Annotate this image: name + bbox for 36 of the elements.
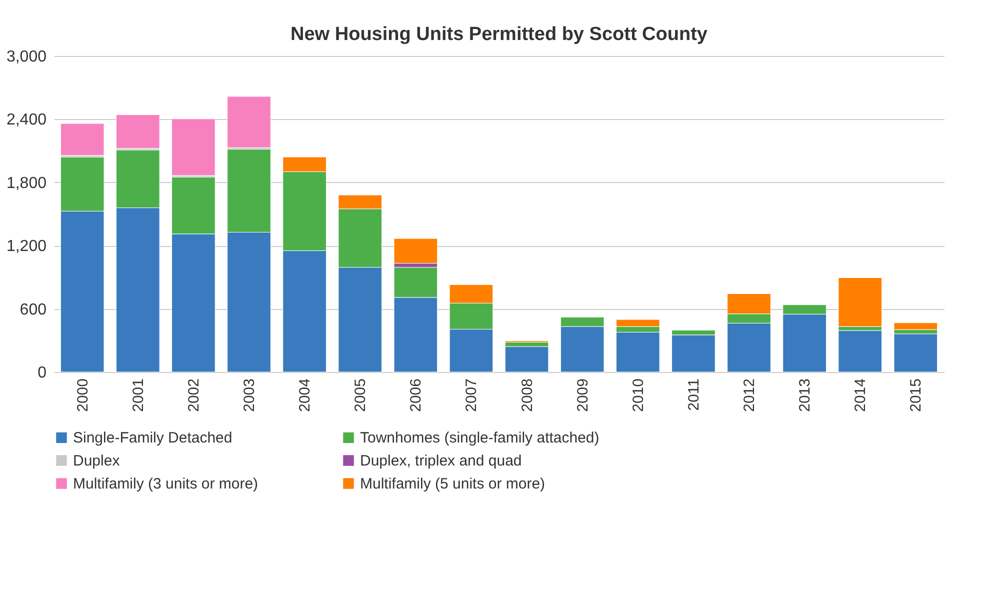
bar — [116, 114, 160, 149]
legend-label: Duplex — [73, 452, 120, 470]
legend-label: Townhomes (single-family attached) — [360, 430, 600, 447]
bar — [838, 277, 882, 327]
bar — [894, 334, 938, 372]
x-tick-label: 2000 — [74, 378, 92, 412]
x-tick-label: 2008 — [518, 378, 536, 412]
legend-label: Single-Family Detached — [73, 430, 232, 447]
x-tick-label: 2012 — [741, 378, 758, 412]
x-tick-label: 2015 — [908, 378, 925, 412]
bar — [894, 322, 938, 330]
y-tick-label: 1,800 — [6, 174, 47, 192]
x-tick-label: 2006 — [408, 378, 425, 412]
x-tick-label: 2001 — [130, 378, 147, 412]
legend-label: Duplex, triplex and quad — [360, 452, 522, 470]
x-tick-label: 2013 — [796, 378, 814, 412]
bar — [394, 238, 438, 264]
chart-title: New Housing Units Permitted by Scott County — [290, 24, 708, 45]
x-tick-label: 2009 — [574, 378, 592, 412]
x-tick-label: 2010 — [630, 378, 647, 412]
x-tick-label: 2003 — [241, 378, 258, 412]
y-tick-label: 3,000 — [6, 48, 47, 66]
bar — [838, 330, 882, 372]
bar — [504, 346, 549, 372]
y-tick-label: 0 — [38, 364, 47, 382]
y-tick-label: 1,200 — [6, 238, 47, 256]
x-tick-label: 2005 — [352, 378, 370, 412]
x-tick-label: 2002 — [185, 378, 202, 412]
legend-label: Multifamily (5 units or more) — [360, 476, 546, 492]
x-tick-label: 2004 — [296, 378, 314, 412]
y-tick-label: 600 — [20, 301, 47, 318]
x-tick-label: 2011 — [685, 378, 702, 411]
x-tick-label: 2014 — [852, 378, 870, 412]
legend-label: Multifamily (3 units or more) — [73, 476, 258, 492]
y-tick-label: 2,400 — [6, 112, 47, 129]
x-tick-label: 2007 — [463, 378, 480, 412]
